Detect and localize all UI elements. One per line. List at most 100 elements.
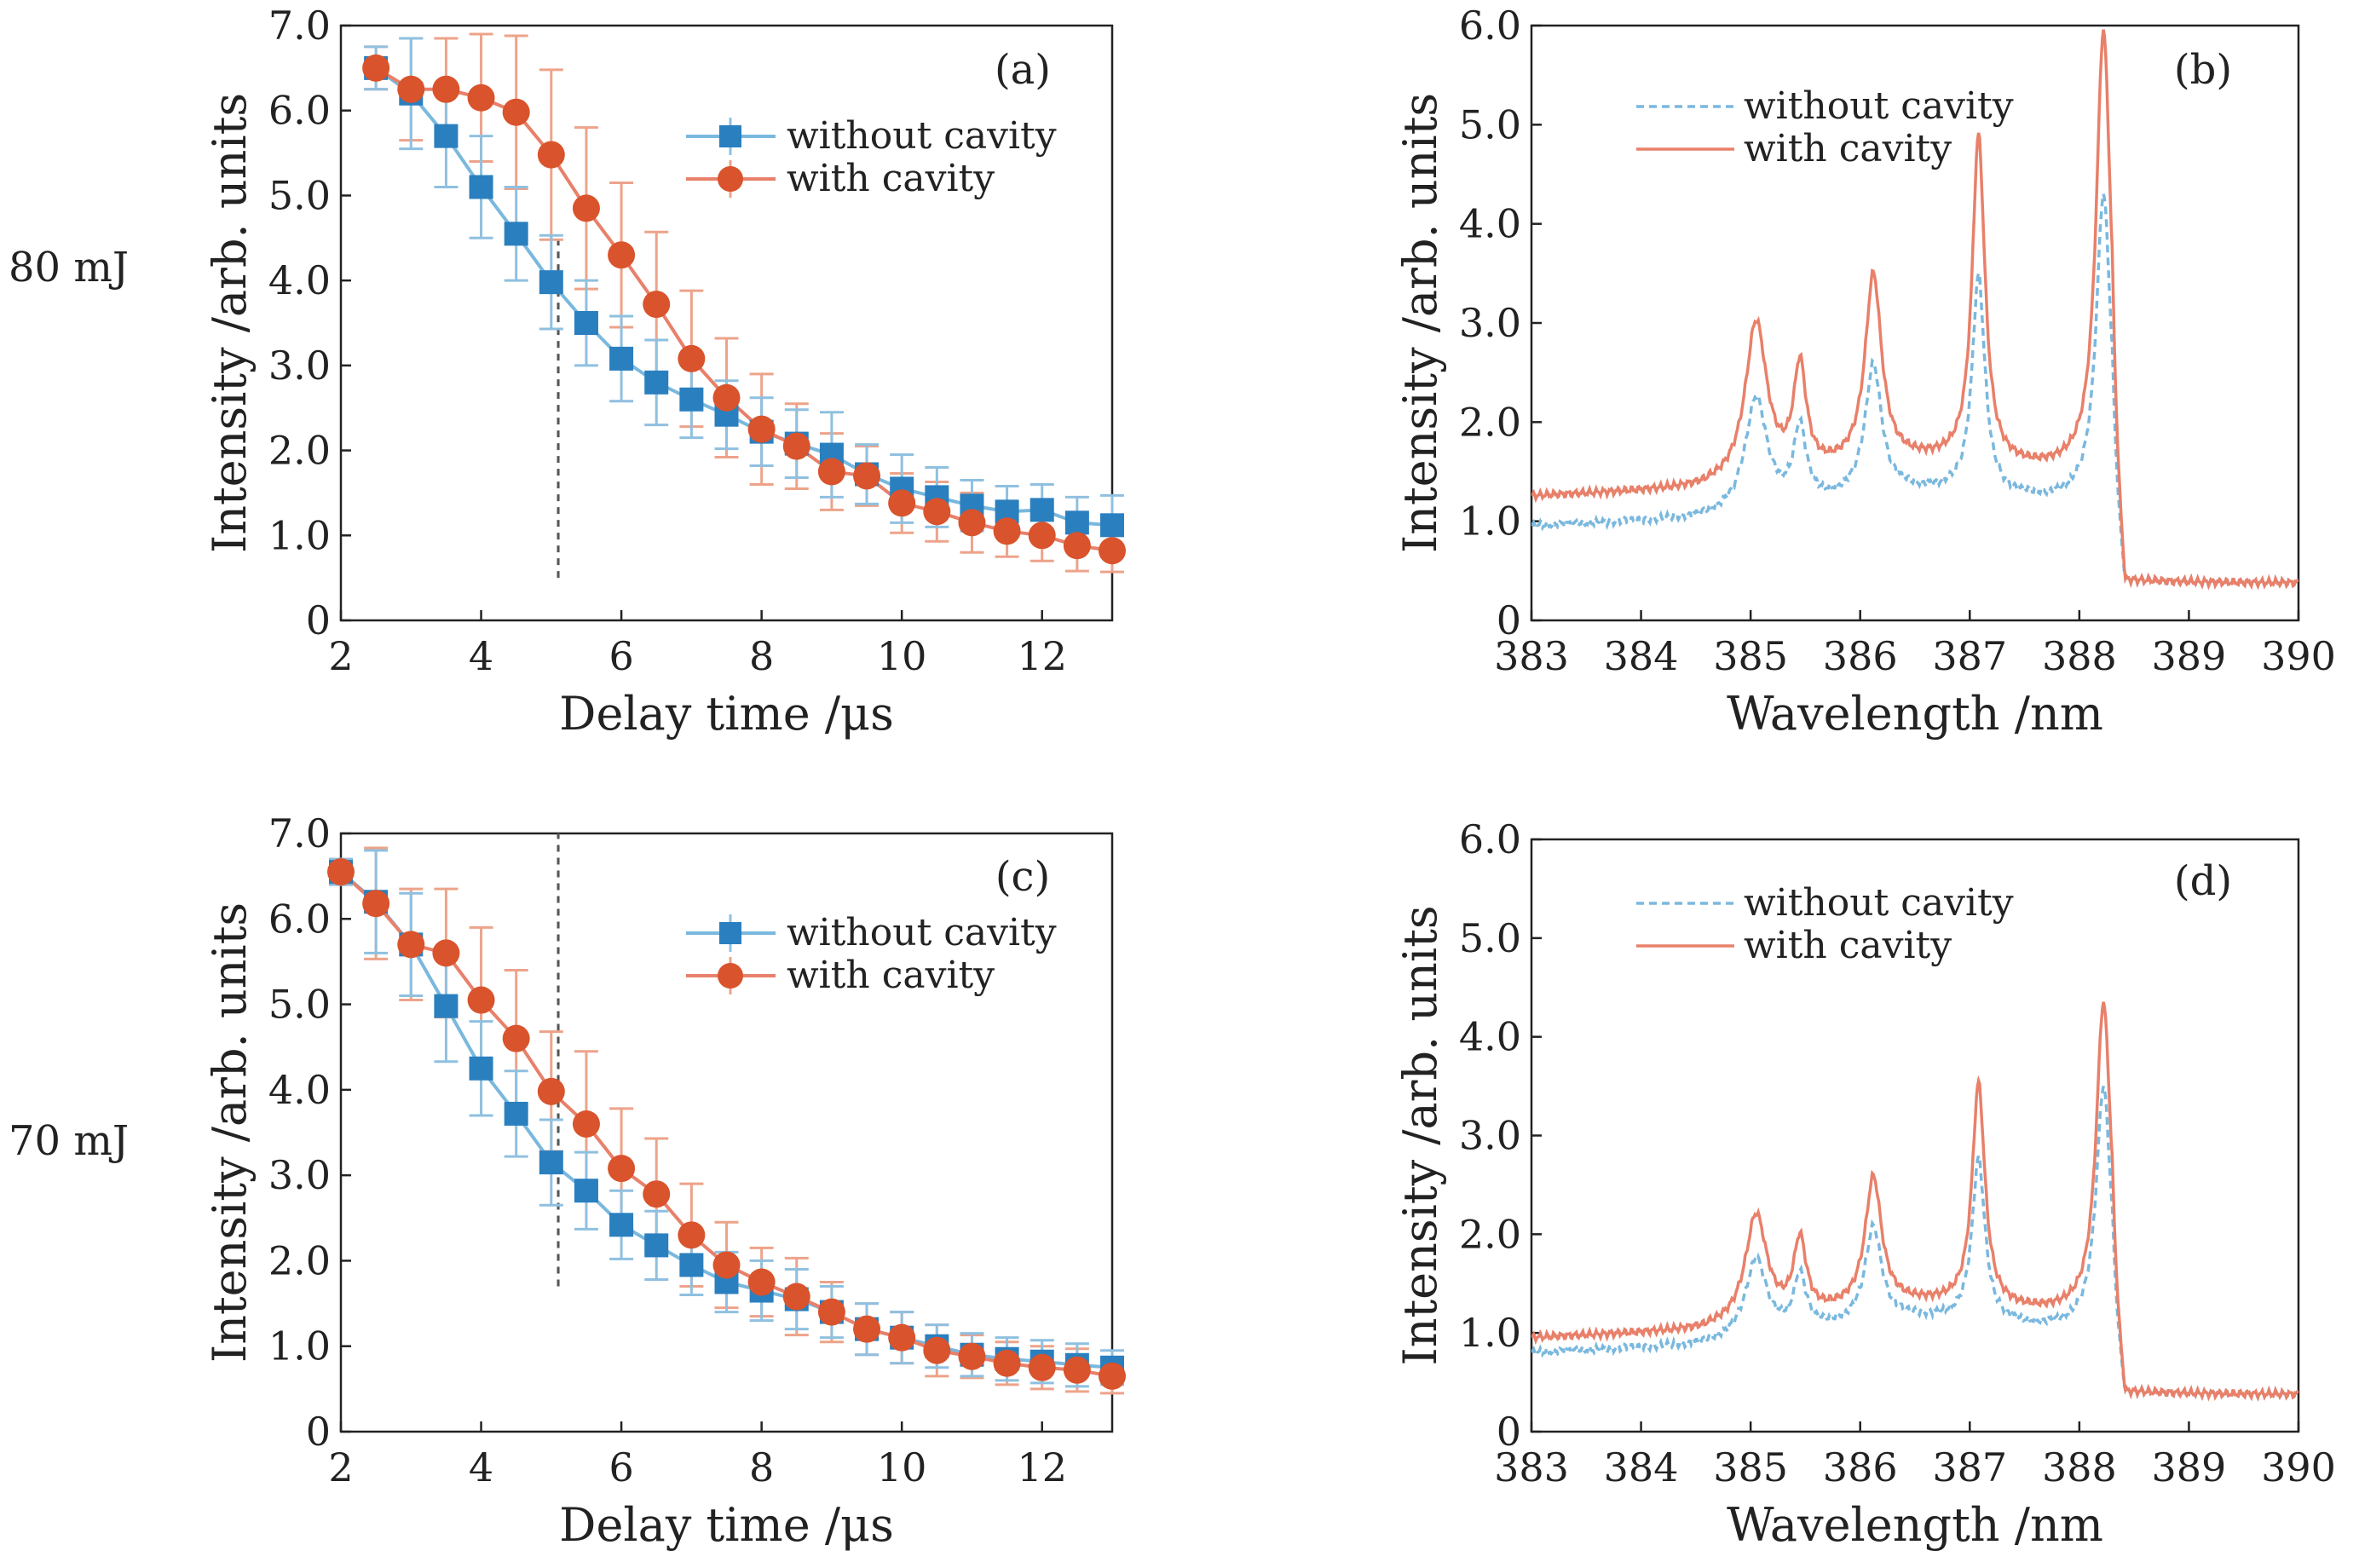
x-tick-label: 2 (328, 633, 353, 679)
x-tick-label: 386 (1823, 633, 1898, 679)
data-point-without-cavity (469, 1056, 493, 1081)
legend-label-with-cavity: with cavity (1744, 924, 1952, 967)
legend-label-without-cavity: without cavity (1744, 881, 2014, 925)
data-point-with-cavity (993, 1349, 1021, 1377)
data-point-without-cavity (574, 1179, 598, 1203)
data-point-without-cavity (609, 1213, 634, 1237)
plot-frame (339, 832, 1114, 1433)
data-point-without-cavity (679, 1253, 704, 1277)
data-point-without-cavity (1064, 510, 1089, 535)
data-point-with-cavity (608, 241, 636, 269)
data-point-with-cavity (747, 1268, 776, 1296)
y-axis-label: Intensity /arb. units (203, 902, 257, 1363)
data-point-without-cavity (434, 994, 459, 1018)
y-tick-label: 6.0 (268, 896, 331, 942)
y-tick-label: 5.0 (268, 982, 331, 1028)
x-tick-label: 385 (1713, 1444, 1788, 1490)
x-tick-label: 10 (877, 633, 927, 679)
data-point-without-cavity (609, 346, 634, 371)
x-tick-label: 6 (608, 633, 633, 679)
data-point-with-cavity (397, 931, 425, 959)
y-tick-label: 0 (306, 1409, 331, 1455)
data-point-with-cavity (362, 54, 390, 82)
spectrum-line-with-cavity (1531, 1001, 2299, 1402)
x-axis-label: Wavelength /nm (1727, 687, 2103, 741)
data-point-with-cavity (923, 498, 951, 526)
x-axis-label: Delay time /μs (559, 1498, 894, 1552)
y-tick-label: 3.0 (1459, 300, 1521, 346)
legend-label-with-cavity: with cavity (787, 954, 995, 997)
x-tick-label: 12 (1017, 1444, 1067, 1490)
data-point-with-cavity (782, 432, 810, 460)
data-point-with-cavity (1028, 1353, 1056, 1381)
legend-label-without-cavity: without cavity (1744, 84, 2014, 128)
data-point-without-cavity (469, 175, 493, 199)
data-point-without-cavity (1100, 513, 1124, 538)
data-point-with-cavity (888, 1323, 916, 1352)
panel-c-decay-70mj: 2 4 6 8 10 12 0 1.0 2.0 3.0 4.0 5.0 6.0 7.0 Delay time… (203, 810, 1126, 1552)
data-point-with-cavity (678, 344, 706, 372)
series-line-without-cavity (374, 66, 1113, 527)
data-point-with-cavity (537, 141, 565, 169)
panel-label: (d) (2174, 857, 2232, 905)
data-point-with-cavity (1099, 537, 1126, 565)
data-point-with-cavity (712, 1251, 741, 1279)
x-tick-label: 387 (1932, 1444, 2007, 1490)
data-point-with-cavity (432, 939, 460, 967)
data-point-with-cavity (678, 1221, 706, 1249)
data-point-with-cavity (958, 1342, 986, 1370)
data-point-with-cavity (958, 509, 986, 537)
x-tick-label: 383 (1494, 1444, 1569, 1490)
y-tick-label: 7.0 (268, 3, 331, 49)
legend-label-with-cavity: with cavity (1744, 127, 1952, 170)
x-axis-label: Wavelength /nm (1727, 1498, 2103, 1552)
legend-marker-with-cavity (718, 963, 743, 989)
series-line-with-cavity (375, 66, 1113, 553)
data-point-without-cavity (644, 370, 669, 395)
y-tick-label: 4.0 (268, 257, 331, 303)
data-point-with-cavity (747, 415, 776, 443)
x-tick-label: 4 (469, 1444, 493, 1490)
data-point-with-cavity (502, 1024, 530, 1052)
data-point-with-cavity (853, 1315, 881, 1343)
panel-a-decay-80mj: 2 4 6 8 10 12 0 1.0 2.0 3.0 4.0 5.0 6.0 7.0 Delay time… (203, 3, 1126, 741)
data-point-without-cavity (574, 311, 598, 335)
data-point-with-cavity (1063, 1356, 1091, 1384)
data-point-with-cavity (327, 858, 355, 886)
data-point-without-cavity (644, 1233, 669, 1258)
y-tick-label: 7.0 (268, 810, 331, 856)
data-point-with-cavity (397, 75, 425, 103)
row-label-80mj: 80 mJ (9, 244, 129, 291)
x-tick-label: 389 (2152, 1444, 2227, 1490)
data-point-without-cavity (679, 387, 704, 412)
data-point-with-cavity (467, 84, 495, 112)
panel-label: (b) (2174, 46, 2232, 94)
y-tick-label: 4.0 (1459, 1014, 1521, 1060)
x-tick-label: 2 (328, 1444, 353, 1490)
panel-d-spectrum-70mj: 383 384 385 386 387 388 389 390 0 1.0 2.0 3.0 4.0 5.0… (1393, 816, 2336, 1552)
legend-label-without-cavity: without cavity (787, 911, 1057, 954)
y-tick-label: 2.0 (268, 1237, 331, 1283)
data-point-without-cavity (504, 1101, 528, 1126)
data-point-with-cavity (502, 98, 530, 126)
data-point-with-cavity (712, 383, 741, 412)
x-tick-label: 6 (608, 1444, 633, 1490)
x-tick-label: 387 (1932, 633, 2007, 679)
y-tick-label: 5.0 (268, 172, 331, 218)
data-point-without-cavity (1030, 498, 1054, 522)
data-point-without-cavity (434, 124, 459, 148)
y-tick-label: 3.0 (268, 1152, 331, 1198)
data-point-with-cavity (432, 75, 460, 103)
data-point-with-cavity (643, 291, 671, 319)
data-point-with-cavity (923, 1336, 951, 1364)
data-point-with-cavity (1028, 522, 1056, 550)
data-point-with-cavity (1063, 532, 1091, 560)
y-tick-label: 0 (1497, 1409, 1521, 1455)
data-point-without-cavity (504, 222, 528, 246)
y-tick-label: 0 (1497, 597, 1521, 643)
spectrum-line-without-cavity (1531, 193, 2299, 591)
legend-marker-with-cavity (718, 166, 743, 192)
